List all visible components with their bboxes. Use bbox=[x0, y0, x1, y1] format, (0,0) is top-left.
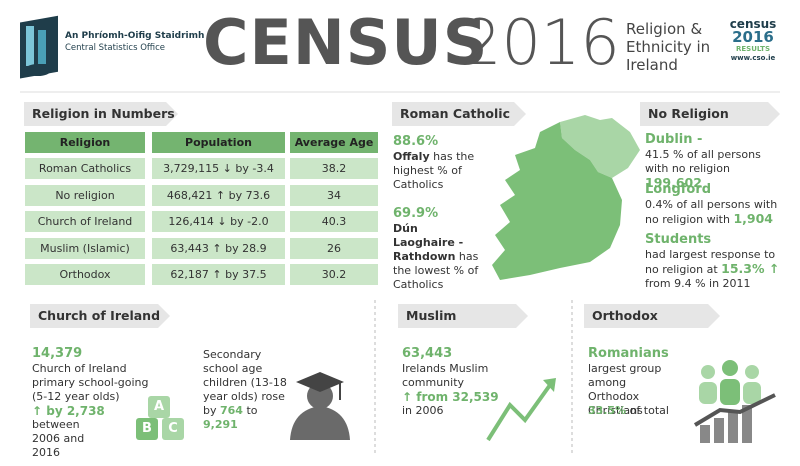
coi-secondary: Secondary school age children (13-18 yea… bbox=[203, 348, 293, 432]
table-header: Population bbox=[152, 132, 285, 153]
tail: from 9.4 % in 2011 bbox=[645, 277, 751, 290]
rc-lowest-text: Dún Laoghaire - Rathdown has the lowest … bbox=[393, 222, 481, 292]
table-cell: 30.2 bbox=[290, 264, 378, 285]
table-cell: 38.2 bbox=[290, 158, 378, 179]
badge-results: RESULTS bbox=[735, 45, 770, 53]
figure: 15.3% ↑ bbox=[721, 261, 780, 276]
text: has the lowest % of Catholics bbox=[393, 250, 479, 291]
to: to bbox=[246, 404, 258, 417]
section-tab: Muslim bbox=[398, 304, 528, 328]
org-english: Central Statistics Office bbox=[65, 43, 166, 53]
section-tab: Religion in Numbers bbox=[24, 102, 178, 126]
item-heading: Longford bbox=[645, 182, 712, 197]
table-cell: 62,187 ↑ by 37.5 bbox=[152, 264, 285, 285]
item-heading: Dublin - bbox=[645, 132, 703, 147]
item-text: 0.4% of all persons with no religion wit… bbox=[645, 198, 780, 227]
population: 3,729,115 bbox=[163, 162, 220, 175]
table-header: Average Age bbox=[290, 132, 378, 153]
population: 63,443 bbox=[170, 241, 209, 255]
section-tab: Church of Ireland bbox=[30, 304, 170, 328]
growth-arrow-head bbox=[543, 378, 556, 392]
org-irish: An Phríomh-Oifig Staidrimh bbox=[65, 31, 205, 41]
item-text: 41.5 % of all persons with no religion 1… bbox=[645, 148, 780, 191]
place: Offaly bbox=[393, 150, 430, 163]
graduate-icon bbox=[290, 372, 350, 440]
text: 0.4% of all persons with no religion wit… bbox=[645, 198, 778, 226]
table-header: Religion bbox=[25, 132, 145, 153]
table-cell: 40.3 bbox=[290, 211, 378, 232]
growth-arrow bbox=[486, 383, 552, 442]
text: had largest response to no religion at bbox=[645, 248, 776, 276]
change: ↓ by -2.0 bbox=[217, 215, 269, 228]
muslim-figure: 63,443 bbox=[402, 346, 453, 361]
population: 62,187 bbox=[170, 268, 209, 281]
text: has the highest % of Catholics bbox=[393, 150, 475, 191]
orthodox-icon bbox=[693, 360, 776, 443]
place: Dún Laoghaire - Rathdown bbox=[393, 222, 464, 263]
item-text: had largest response to no religion at 1… bbox=[645, 248, 780, 291]
main-year: 2016 bbox=[462, 6, 620, 79]
table-cell: Roman Catholics bbox=[25, 158, 145, 179]
change: ↓ by -3.4 bbox=[222, 162, 274, 175]
coi-change: ↑ by 2,738 bbox=[32, 404, 105, 418]
change: ↑ by 73.6 bbox=[215, 188, 271, 202]
table-cell: 63,443 ↑ by 28.9 bbox=[152, 237, 285, 259]
orthodox-share: 33.5% of total bbox=[588, 404, 669, 418]
badge: census 2016 RESULTS www.cso.ie bbox=[728, 18, 778, 62]
figure: 199,602 bbox=[645, 175, 702, 190]
coi-figure: 14,379 bbox=[32, 346, 83, 361]
table-cell: 468,421 ↑ by 73.6 bbox=[152, 184, 285, 206]
badge-url: www.cso.ie bbox=[730, 54, 776, 62]
text: Secondary school age children (13-18 yea… bbox=[203, 348, 287, 417]
abc-blocks bbox=[136, 396, 184, 440]
table-cell: Church of Ireland bbox=[25, 211, 145, 232]
table-cell: No religion bbox=[25, 184, 145, 206]
subtitle: Religion & Ethnicity in Ireland bbox=[626, 20, 711, 74]
text: 41.5 % of all persons with no religion bbox=[645, 148, 761, 175]
population: 126,414 bbox=[168, 215, 214, 228]
rc-highest-value: 88.6% bbox=[393, 134, 439, 149]
orthodox-figure: Romanians bbox=[588, 346, 669, 361]
coi-period: between 2006 and 2016 bbox=[32, 418, 85, 459]
table-cell: Muslim (Islamic) bbox=[25, 237, 145, 259]
ireland-map bbox=[492, 115, 640, 280]
increase: 764 bbox=[220, 404, 243, 417]
change: ↑ by 37.5 bbox=[212, 268, 267, 281]
table-cell: Orthodox bbox=[25, 264, 145, 285]
coi-text: Church of Ireland primary school-going (… bbox=[32, 362, 149, 403]
table-cell: 26 bbox=[290, 237, 378, 259]
table-cell: 34 bbox=[290, 184, 378, 206]
rc-highest-text: Offaly has the highest % of Catholics bbox=[393, 150, 478, 192]
orthodox-text: largest group among Orthodox Christians bbox=[588, 362, 662, 417]
table-cell: 3,729,115 ↓ by -3.4 bbox=[152, 158, 285, 179]
block-letter: C bbox=[168, 421, 178, 436]
change: ↑ by 28.9 bbox=[212, 241, 267, 255]
section-tab: Roman Catholic bbox=[392, 102, 526, 126]
item-heading: Students bbox=[645, 232, 712, 247]
table-cell: 126,414 ↓ by -2.0 bbox=[152, 211, 285, 232]
section-tab: No Religion bbox=[640, 102, 780, 126]
main-title: CENSUS bbox=[203, 6, 489, 79]
population: 468,421 bbox=[166, 188, 213, 202]
total: 9,291 bbox=[203, 418, 238, 431]
muslim-period: in 2006 bbox=[402, 404, 444, 417]
badge-word: census bbox=[729, 17, 777, 31]
muslim-change: ↑ from 32,539 bbox=[402, 390, 499, 404]
block-letter: B bbox=[142, 421, 152, 436]
share: 33.5% bbox=[588, 404, 627, 417]
figure: 1,904 bbox=[733, 211, 773, 226]
block-letter: A bbox=[153, 399, 165, 414]
cso-logo bbox=[20, 15, 58, 79]
section-tab: Orthodox bbox=[584, 304, 720, 328]
badge-year: 2016 bbox=[732, 28, 774, 46]
tail: of total bbox=[629, 404, 669, 417]
rc-lowest-value: 69.9% bbox=[393, 206, 439, 221]
muslim-text: Irelands Muslim community bbox=[402, 362, 489, 389]
